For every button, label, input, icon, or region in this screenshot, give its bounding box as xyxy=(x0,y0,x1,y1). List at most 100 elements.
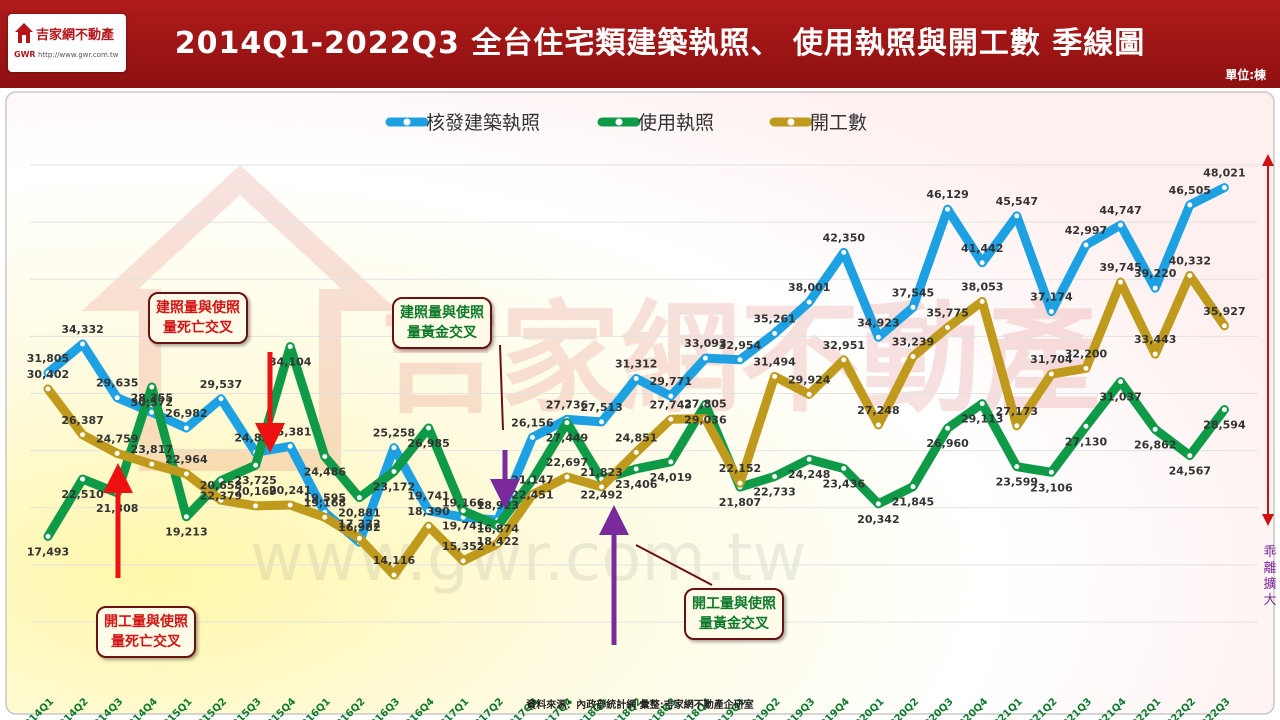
data-point xyxy=(563,419,571,427)
data-label: 23,172 xyxy=(373,481,415,494)
data-point xyxy=(286,501,294,509)
data-point xyxy=(1117,378,1125,386)
data-point xyxy=(632,465,640,473)
data-point xyxy=(771,372,779,380)
data-label: 16,874 xyxy=(477,522,520,535)
data-point xyxy=(1082,364,1090,372)
data-label: 27,513 xyxy=(580,401,622,414)
data-label: 33,443 xyxy=(1134,333,1176,346)
data-label: 19,741 xyxy=(407,490,449,503)
data-label: 46,505 xyxy=(1169,184,1211,197)
data-label: 25,258 xyxy=(373,427,415,440)
data-point xyxy=(1013,212,1021,220)
data-point xyxy=(1220,322,1228,330)
data-point xyxy=(494,522,502,530)
data-point xyxy=(701,401,709,409)
data-label: 45,547 xyxy=(996,195,1038,208)
data-point xyxy=(840,356,848,364)
data-label: 24,248 xyxy=(788,468,830,481)
data-label: 30,402 xyxy=(27,368,69,381)
data-point xyxy=(874,333,882,341)
data-point xyxy=(1220,184,1228,192)
svg-text:www.gwr.com.tw: www.gwr.com.tw xyxy=(250,519,807,596)
data-label: 37,174 xyxy=(1030,291,1073,304)
data-label: 21,807 xyxy=(719,496,761,509)
data-label: 28,594 xyxy=(1203,419,1246,432)
data-label: 19,168 xyxy=(304,496,346,509)
source-note: 資料來源：內政部統計網 彙整:吉家網不動產企研室 xyxy=(526,700,754,711)
data-label: 23,725 xyxy=(234,474,276,487)
data-label: 35,927 xyxy=(1203,305,1245,318)
data-point xyxy=(355,494,363,502)
data-point xyxy=(148,383,156,391)
data-label: 20,658 xyxy=(200,479,242,492)
data-label: 26,387 xyxy=(61,414,103,427)
data-point xyxy=(113,394,121,402)
data-label: 14,116 xyxy=(373,554,416,567)
data-point xyxy=(528,476,536,484)
data-point xyxy=(736,356,744,364)
unit-label: 單位:棟 xyxy=(1225,68,1266,82)
data-point xyxy=(182,424,190,432)
data-point xyxy=(459,557,467,565)
side-note: 乖離擴大 xyxy=(1263,545,1277,608)
data-point xyxy=(598,483,606,491)
data-label: 34,923 xyxy=(857,316,899,329)
data-label: 41,442 xyxy=(961,242,1003,255)
legend-marker xyxy=(402,117,412,127)
data-label: 26,862 xyxy=(1134,438,1176,451)
data-point xyxy=(321,452,329,460)
data-point xyxy=(667,458,675,466)
data-point xyxy=(1186,201,1194,209)
data-point xyxy=(425,507,433,515)
data-label: 38,001 xyxy=(788,281,830,294)
data-point xyxy=(1047,308,1055,316)
line-chart: 吉家網不動產 www.gwr.com.tw 31,80534,33229,635… xyxy=(5,91,1275,720)
data-label: 44,747 xyxy=(1099,204,1141,217)
data-point xyxy=(321,513,329,521)
data-point xyxy=(390,571,398,579)
data-label: 40,332 xyxy=(1169,254,1211,267)
data-point xyxy=(1220,406,1228,414)
data-point xyxy=(182,470,190,478)
data-label: 46,129 xyxy=(926,188,968,201)
data-label: 19,741 xyxy=(442,520,484,533)
logo-url: http://www.gwr.com.tw xyxy=(38,51,119,59)
data-label: 22,379 xyxy=(200,490,242,503)
data-point xyxy=(563,473,571,481)
data-label: 26,156 xyxy=(511,416,554,429)
data-label: 20,881 xyxy=(338,507,380,520)
data-label: 31,704 xyxy=(1030,353,1073,366)
data-point xyxy=(217,477,225,485)
data-point xyxy=(701,415,709,423)
data-label: 22,510 xyxy=(61,488,104,501)
house-icon xyxy=(15,23,33,43)
data-label: 33,239 xyxy=(892,335,934,348)
data-point xyxy=(874,421,882,429)
data-label: 20,342 xyxy=(857,513,899,526)
callout-pointer xyxy=(499,344,504,431)
data-label: 29,635 xyxy=(96,377,138,390)
data-point xyxy=(217,496,225,504)
data-label: 38,053 xyxy=(961,280,1003,293)
data-point xyxy=(771,473,779,481)
data-label: 31,805 xyxy=(27,352,69,365)
data-label: 35,261 xyxy=(753,312,795,325)
data-point xyxy=(1186,271,1194,279)
data-point xyxy=(701,354,709,362)
data-label: 37,545 xyxy=(892,286,934,299)
data-label: 27,743 xyxy=(650,398,692,411)
data-point xyxy=(632,448,640,456)
data-label: 29,771 xyxy=(650,375,692,388)
data-label: 29,924 xyxy=(788,373,831,386)
data-label: 48,021 xyxy=(1203,167,1245,180)
data-label: 32,951 xyxy=(823,339,865,352)
callout-golden-cross-permits: 建照量與使照 量黃金交叉 xyxy=(392,297,492,349)
data-label: 15,352 xyxy=(442,540,484,553)
data-point xyxy=(79,431,87,439)
data-point xyxy=(494,539,502,547)
plot-background xyxy=(5,91,1275,715)
data-point xyxy=(217,395,225,403)
data-point xyxy=(79,475,87,483)
data-point xyxy=(148,460,156,468)
